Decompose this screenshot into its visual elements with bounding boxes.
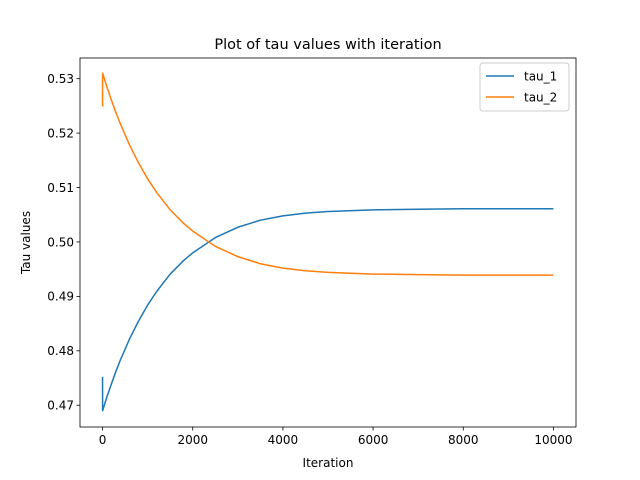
y-tick-label: 0.51 <box>47 181 74 195</box>
x-axis-label: Iteration <box>303 456 354 470</box>
legend-label-tau-1: tau_1 <box>524 69 557 83</box>
y-tick-label: 0.53 <box>47 72 74 86</box>
x-tick-label: 0 <box>99 433 107 447</box>
x-tick-label: 8000 <box>448 433 479 447</box>
x-axis: 0 2000 4000 6000 8000 10000 <box>99 427 573 447</box>
x-tick-label: 10000 <box>534 433 572 447</box>
x-tick-label: 4000 <box>268 433 299 447</box>
y-tick-label: 0.47 <box>47 399 74 413</box>
x-tick-label: 2000 <box>177 433 208 447</box>
series-layer <box>101 72 554 412</box>
plot-frame <box>79 57 577 428</box>
y-tick-label: 0.52 <box>47 126 74 140</box>
y-tick-label: 0.49 <box>47 290 74 304</box>
series-line-tau-2 <box>101 72 554 276</box>
series-line-tau-1 <box>101 208 554 412</box>
x-tick-label: 6000 <box>358 433 389 447</box>
y-tick-label: 0.48 <box>47 344 74 358</box>
legend: tau_1 tau_2 <box>479 62 570 112</box>
y-axis-label: Tau values <box>19 211 33 275</box>
y-axis: 0.47 0.48 0.49 0.50 0.51 0.52 0.53 <box>47 72 80 413</box>
legend-box <box>479 62 570 112</box>
legend-label-tau-2: tau_2 <box>524 90 557 104</box>
chart-title: Plot of tau values with iteration <box>214 37 441 53</box>
plot-area <box>80 58 576 427</box>
y-tick-label: 0.50 <box>47 235 74 249</box>
